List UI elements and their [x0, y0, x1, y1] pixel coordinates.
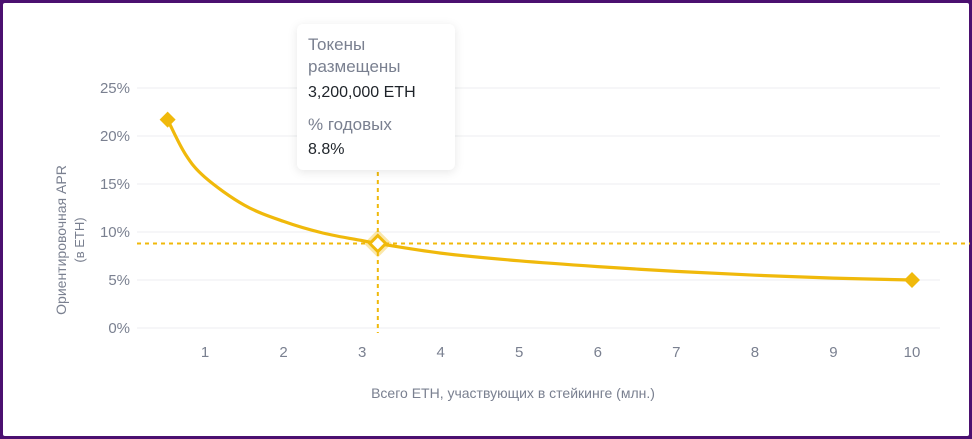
- apr-curve[interactable]: [166, 118, 914, 282]
- x-tick-label: 2: [279, 344, 287, 361]
- tooltip-staked-label: Токены размещены: [308, 35, 401, 76]
- endpoint-marker: [159, 111, 176, 128]
- x-tick-label: 3: [358, 344, 366, 361]
- x-tick-label: 8: [751, 344, 759, 361]
- chart-card: [3, 3, 969, 436]
- x-tick-label: 4: [436, 344, 444, 361]
- x-tick-label: 7: [672, 344, 680, 361]
- tooltip: Токены размещены 3,200,000 ETH % годовых…: [297, 24, 455, 170]
- x-tick-label: 10: [904, 344, 921, 361]
- tooltip-apr-label: % годовых: [308, 115, 392, 134]
- y-tick-label: 25%: [100, 80, 130, 97]
- x-tick-label: 6: [594, 344, 602, 361]
- y-axis-ticks: 0% 5% 10% 15% 20% 25%: [100, 80, 130, 337]
- crosshair: [137, 172, 970, 333]
- y-tick-label: 0%: [108, 320, 130, 337]
- x-tick-label: 9: [829, 344, 837, 361]
- x-axis-title: Всего ETH, участвующих в стейкинге (млн.…: [371, 385, 655, 401]
- highlight-marker: [367, 233, 388, 254]
- endpoint-marker: [904, 272, 920, 288]
- y-tick-label: 5%: [108, 272, 130, 289]
- x-tick-label: 5: [515, 344, 523, 361]
- y-tick-label: 10%: [100, 224, 130, 241]
- y-axis-subtitle: (в ETH): [72, 217, 87, 262]
- x-tick-label: 1: [201, 344, 209, 361]
- y-tick-label: 20%: [100, 128, 130, 145]
- y-tick-label: 15%: [100, 176, 130, 193]
- markers: [159, 111, 920, 288]
- x-axis-ticks: 1 2 3 4 5 6 7 8 9 10: [201, 344, 921, 361]
- grid-lines: [137, 87, 940, 329]
- tooltip-apr-value: 8.8%: [308, 141, 345, 158]
- tooltip-staked-value: 3,200,000 ETH: [308, 84, 416, 101]
- y-axis-title: Ориентировочная APR: [53, 165, 69, 315]
